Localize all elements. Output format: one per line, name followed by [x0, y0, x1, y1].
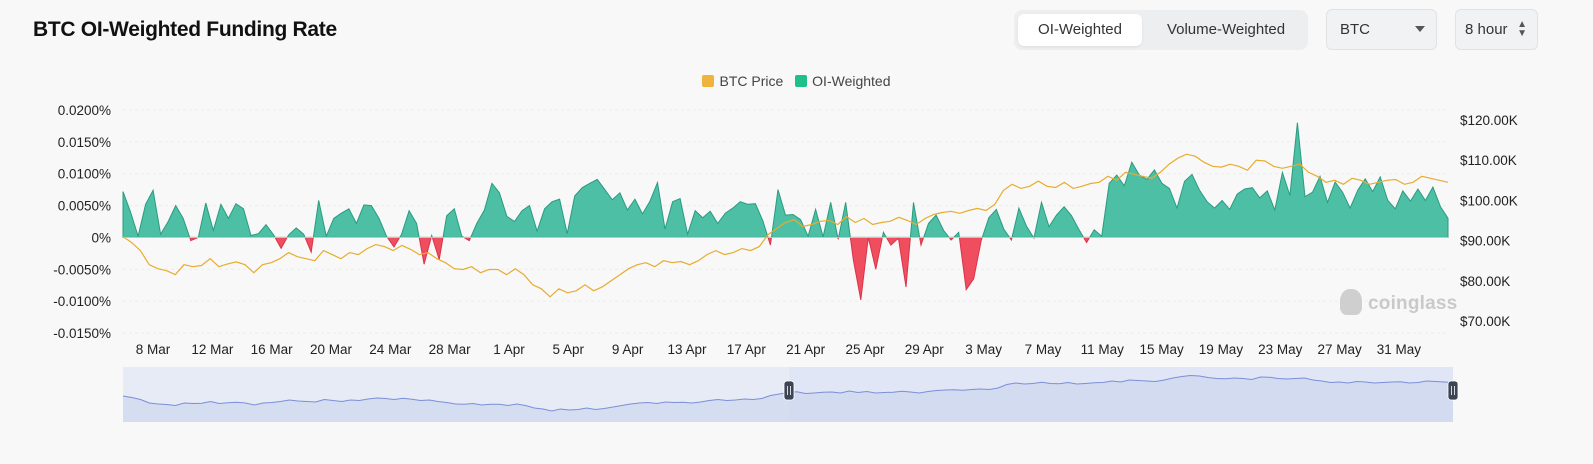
- interval-select[interactable]: 8 hour ▲ ▼: [1455, 9, 1538, 50]
- y-left-tick-label: 0.0050%: [58, 199, 111, 214]
- y-right-tick-label: $70.00K: [1460, 314, 1510, 329]
- x-tick-label: 24 Mar: [369, 342, 412, 357]
- tab-volume-weighted[interactable]: Volume-Weighted: [1166, 21, 1286, 38]
- chart-legend: BTC Price OI-Weighted: [0, 73, 1593, 89]
- legend-item-oi-weighted[interactable]: OI-Weighted: [795, 73, 891, 89]
- symbol-select-value: BTC: [1340, 21, 1370, 38]
- tab-oi-weighted[interactable]: OI-Weighted: [1018, 14, 1142, 46]
- x-tick-label: 28 Mar: [429, 342, 472, 357]
- x-tick-label: 3 May: [965, 342, 1002, 357]
- y-left-tick-label: 0.0150%: [58, 135, 111, 150]
- weighting-toggle: OI-Weighted Volume-Weighted: [1014, 10, 1308, 50]
- x-tick-label: 25 Apr: [845, 342, 885, 357]
- x-tick-label: 5 Apr: [553, 342, 585, 357]
- x-tick-label: 19 May: [1199, 342, 1244, 357]
- x-tick-label: 20 Mar: [310, 342, 353, 357]
- y-left-tick-label: 0.0100%: [58, 167, 111, 182]
- symbol-select[interactable]: BTC: [1326, 9, 1437, 50]
- x-tick-label: 8 Mar: [136, 342, 171, 357]
- y-left-tick-label: -0.0100%: [53, 294, 111, 309]
- funding-positive-area: [122, 122, 1449, 238]
- x-tick-label: 11 May: [1081, 342, 1125, 357]
- chevron-down-icon: [1415, 26, 1425, 32]
- x-tick-label: 23 May: [1258, 342, 1303, 357]
- legend-item-btc-price[interactable]: BTC Price: [702, 73, 783, 89]
- page-title: BTC OI-Weighted Funding Rate: [33, 18, 337, 41]
- x-tick-label: 17 Apr: [727, 342, 767, 357]
- interval-select-value: 8 hour: [1465, 21, 1508, 38]
- coinglass-watermark: coinglass: [1340, 289, 1457, 315]
- y-right-tick-label: $120.00K: [1460, 113, 1518, 128]
- x-tick-label: 29 Apr: [905, 342, 945, 357]
- x-tick-label: 1 Apr: [493, 342, 525, 357]
- watermark-text: coinglass: [1368, 293, 1458, 314]
- btc-price-line: [122, 153, 1449, 298]
- y-right-tick-label: $90.00K: [1460, 234, 1510, 249]
- navigator-handle-right[interactable]: [1447, 380, 1459, 401]
- y-left-tick-label: -0.0050%: [53, 262, 111, 277]
- legend-swatch-oi-weighted: [795, 75, 808, 87]
- y-left-tick-label: 0%: [91, 230, 111, 245]
- x-tick-label: 15 May: [1139, 342, 1184, 357]
- x-tick-label: 27 May: [1317, 342, 1362, 357]
- y-left-tick-label: -0.0150%: [53, 326, 111, 341]
- x-tick-label: 31 May: [1377, 342, 1422, 357]
- up-down-arrows-icon: ▲ ▼: [1517, 19, 1527, 39]
- y-right-tick-label: $80.00K: [1460, 274, 1510, 289]
- legend-label-btc-price: BTC Price: [719, 73, 784, 89]
- legend-swatch-btc-price: [702, 75, 715, 87]
- x-tick-label: 13 Apr: [667, 342, 707, 357]
- x-tick-label: 16 Mar: [251, 342, 294, 357]
- x-tick-label: 9 Apr: [612, 342, 644, 357]
- x-tick-label: 7 May: [1025, 342, 1062, 357]
- coinglass-logo-icon: [1340, 289, 1362, 315]
- y-right-tick-label: $100.00K: [1460, 193, 1518, 208]
- navigator-handle-left[interactable]: [783, 380, 795, 401]
- y-right-tick-label: $110.00K: [1460, 153, 1517, 168]
- x-tick-label: 21 Apr: [786, 342, 826, 357]
- x-tick-label: 12 Mar: [191, 342, 234, 357]
- legend-label-oi-weighted: OI-Weighted: [812, 73, 891, 89]
- y-left-tick-label: 0.0200%: [58, 103, 111, 118]
- funding-negative-area: [122, 237, 1449, 300]
